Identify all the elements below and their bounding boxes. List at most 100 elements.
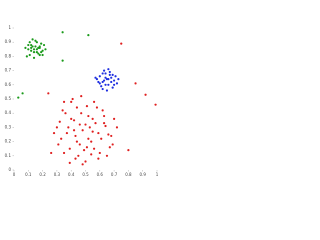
- x-tick-label: 0.3: [54, 172, 61, 177]
- point: [57, 143, 60, 146]
- point: [98, 75, 101, 78]
- point: [37, 46, 40, 49]
- point: [108, 146, 111, 149]
- point: [120, 42, 123, 45]
- point: [104, 124, 107, 128]
- point: [100, 85, 103, 88]
- point: [114, 75, 117, 78]
- point: [77, 154, 80, 157]
- point: [102, 122, 106, 125]
- point: [107, 68, 110, 71]
- point: [104, 76, 107, 79]
- point: [47, 92, 50, 95]
- point: [104, 72, 107, 75]
- point: [84, 123, 87, 126]
- point: [102, 69, 106, 72]
- point: [84, 160, 87, 163]
- point: [110, 80, 113, 84]
- point: [37, 52, 40, 55]
- y-tick-label: 0: [8, 167, 11, 172]
- x-tick-label: 0.1: [25, 172, 32, 177]
- point: [32, 48, 36, 51]
- y-tick-label: 0.9: [5, 39, 12, 44]
- point: [72, 119, 76, 122]
- point: [32, 51, 36, 54]
- point: [24, 46, 27, 49]
- point: [65, 131, 69, 135]
- point: [27, 48, 30, 51]
- point: [82, 149, 86, 152]
- y-tick-label: 0.1: [5, 153, 12, 158]
- point: [58, 120, 61, 123]
- point: [61, 109, 64, 112]
- point: [90, 153, 93, 156]
- point: [81, 129, 84, 132]
- point: [68, 147, 71, 150]
- point: [97, 80, 100, 84]
- point: [70, 117, 73, 120]
- point: [61, 31, 64, 34]
- point: [87, 137, 90, 140]
- x-tick-label: 0.5: [82, 172, 89, 177]
- point: [80, 95, 83, 98]
- point: [87, 114, 90, 118]
- point: [67, 126, 70, 129]
- point: [31, 38, 34, 41]
- point: [91, 117, 94, 120]
- y-tick-label: 0.4: [5, 110, 12, 115]
- point: [98, 82, 101, 85]
- point: [35, 41, 38, 44]
- point: [113, 79, 116, 82]
- point: [62, 151, 66, 155]
- point: [81, 163, 84, 166]
- point: [30, 49, 33, 52]
- point: [62, 100, 66, 103]
- point: [95, 106, 99, 109]
- point: [60, 137, 63, 140]
- point: [108, 73, 111, 76]
- point: [111, 86, 114, 89]
- point: [34, 45, 37, 48]
- point: [25, 55, 28, 58]
- point: [74, 157, 77, 160]
- point: [75, 106, 79, 109]
- point: [44, 48, 47, 51]
- point: [78, 143, 81, 146]
- point: [52, 131, 56, 135]
- point: [115, 126, 119, 129]
- point: [35, 48, 38, 51]
- point: [107, 78, 110, 81]
- point: [50, 151, 53, 155]
- x-tick-label: 0.7: [111, 172, 118, 177]
- point: [32, 56, 36, 59]
- point: [55, 126, 59, 129]
- point: [68, 161, 71, 164]
- point: [102, 114, 106, 118]
- point: [21, 92, 24, 95]
- x-tick-label: 1: [156, 172, 159, 177]
- x-tick-label: 0.2: [39, 172, 46, 177]
- point: [107, 133, 110, 136]
- point: [115, 82, 119, 85]
- point: [74, 134, 77, 138]
- point: [90, 140, 93, 143]
- point: [113, 117, 116, 120]
- y-tick-label: 0.8: [5, 53, 12, 58]
- x-tick-label: 0.4: [68, 172, 75, 177]
- point: [110, 76, 113, 79]
- x-tick-label: 0.9: [140, 172, 147, 177]
- x-tick-label: 0.6: [97, 172, 104, 177]
- y-tick-label: 1: [8, 25, 11, 30]
- point: [28, 41, 31, 44]
- point: [98, 151, 101, 155]
- chart: 0 0.1 0.2 0.3 0.4 0.5 0.6 0.7 0.8 0.9 1 0 0.1 0.2 0.3 0…: [0, 0, 186, 200]
- point: [35, 51, 38, 54]
- y-tick-label: 0.7: [5, 68, 12, 73]
- point: [101, 72, 104, 75]
- point: [134, 82, 137, 85]
- point: [70, 100, 73, 103]
- y-tick-label: 0.2: [5, 139, 12, 144]
- point: [95, 78, 99, 81]
- point: [85, 105, 89, 108]
- x-tick-label: 0.8: [125, 172, 132, 177]
